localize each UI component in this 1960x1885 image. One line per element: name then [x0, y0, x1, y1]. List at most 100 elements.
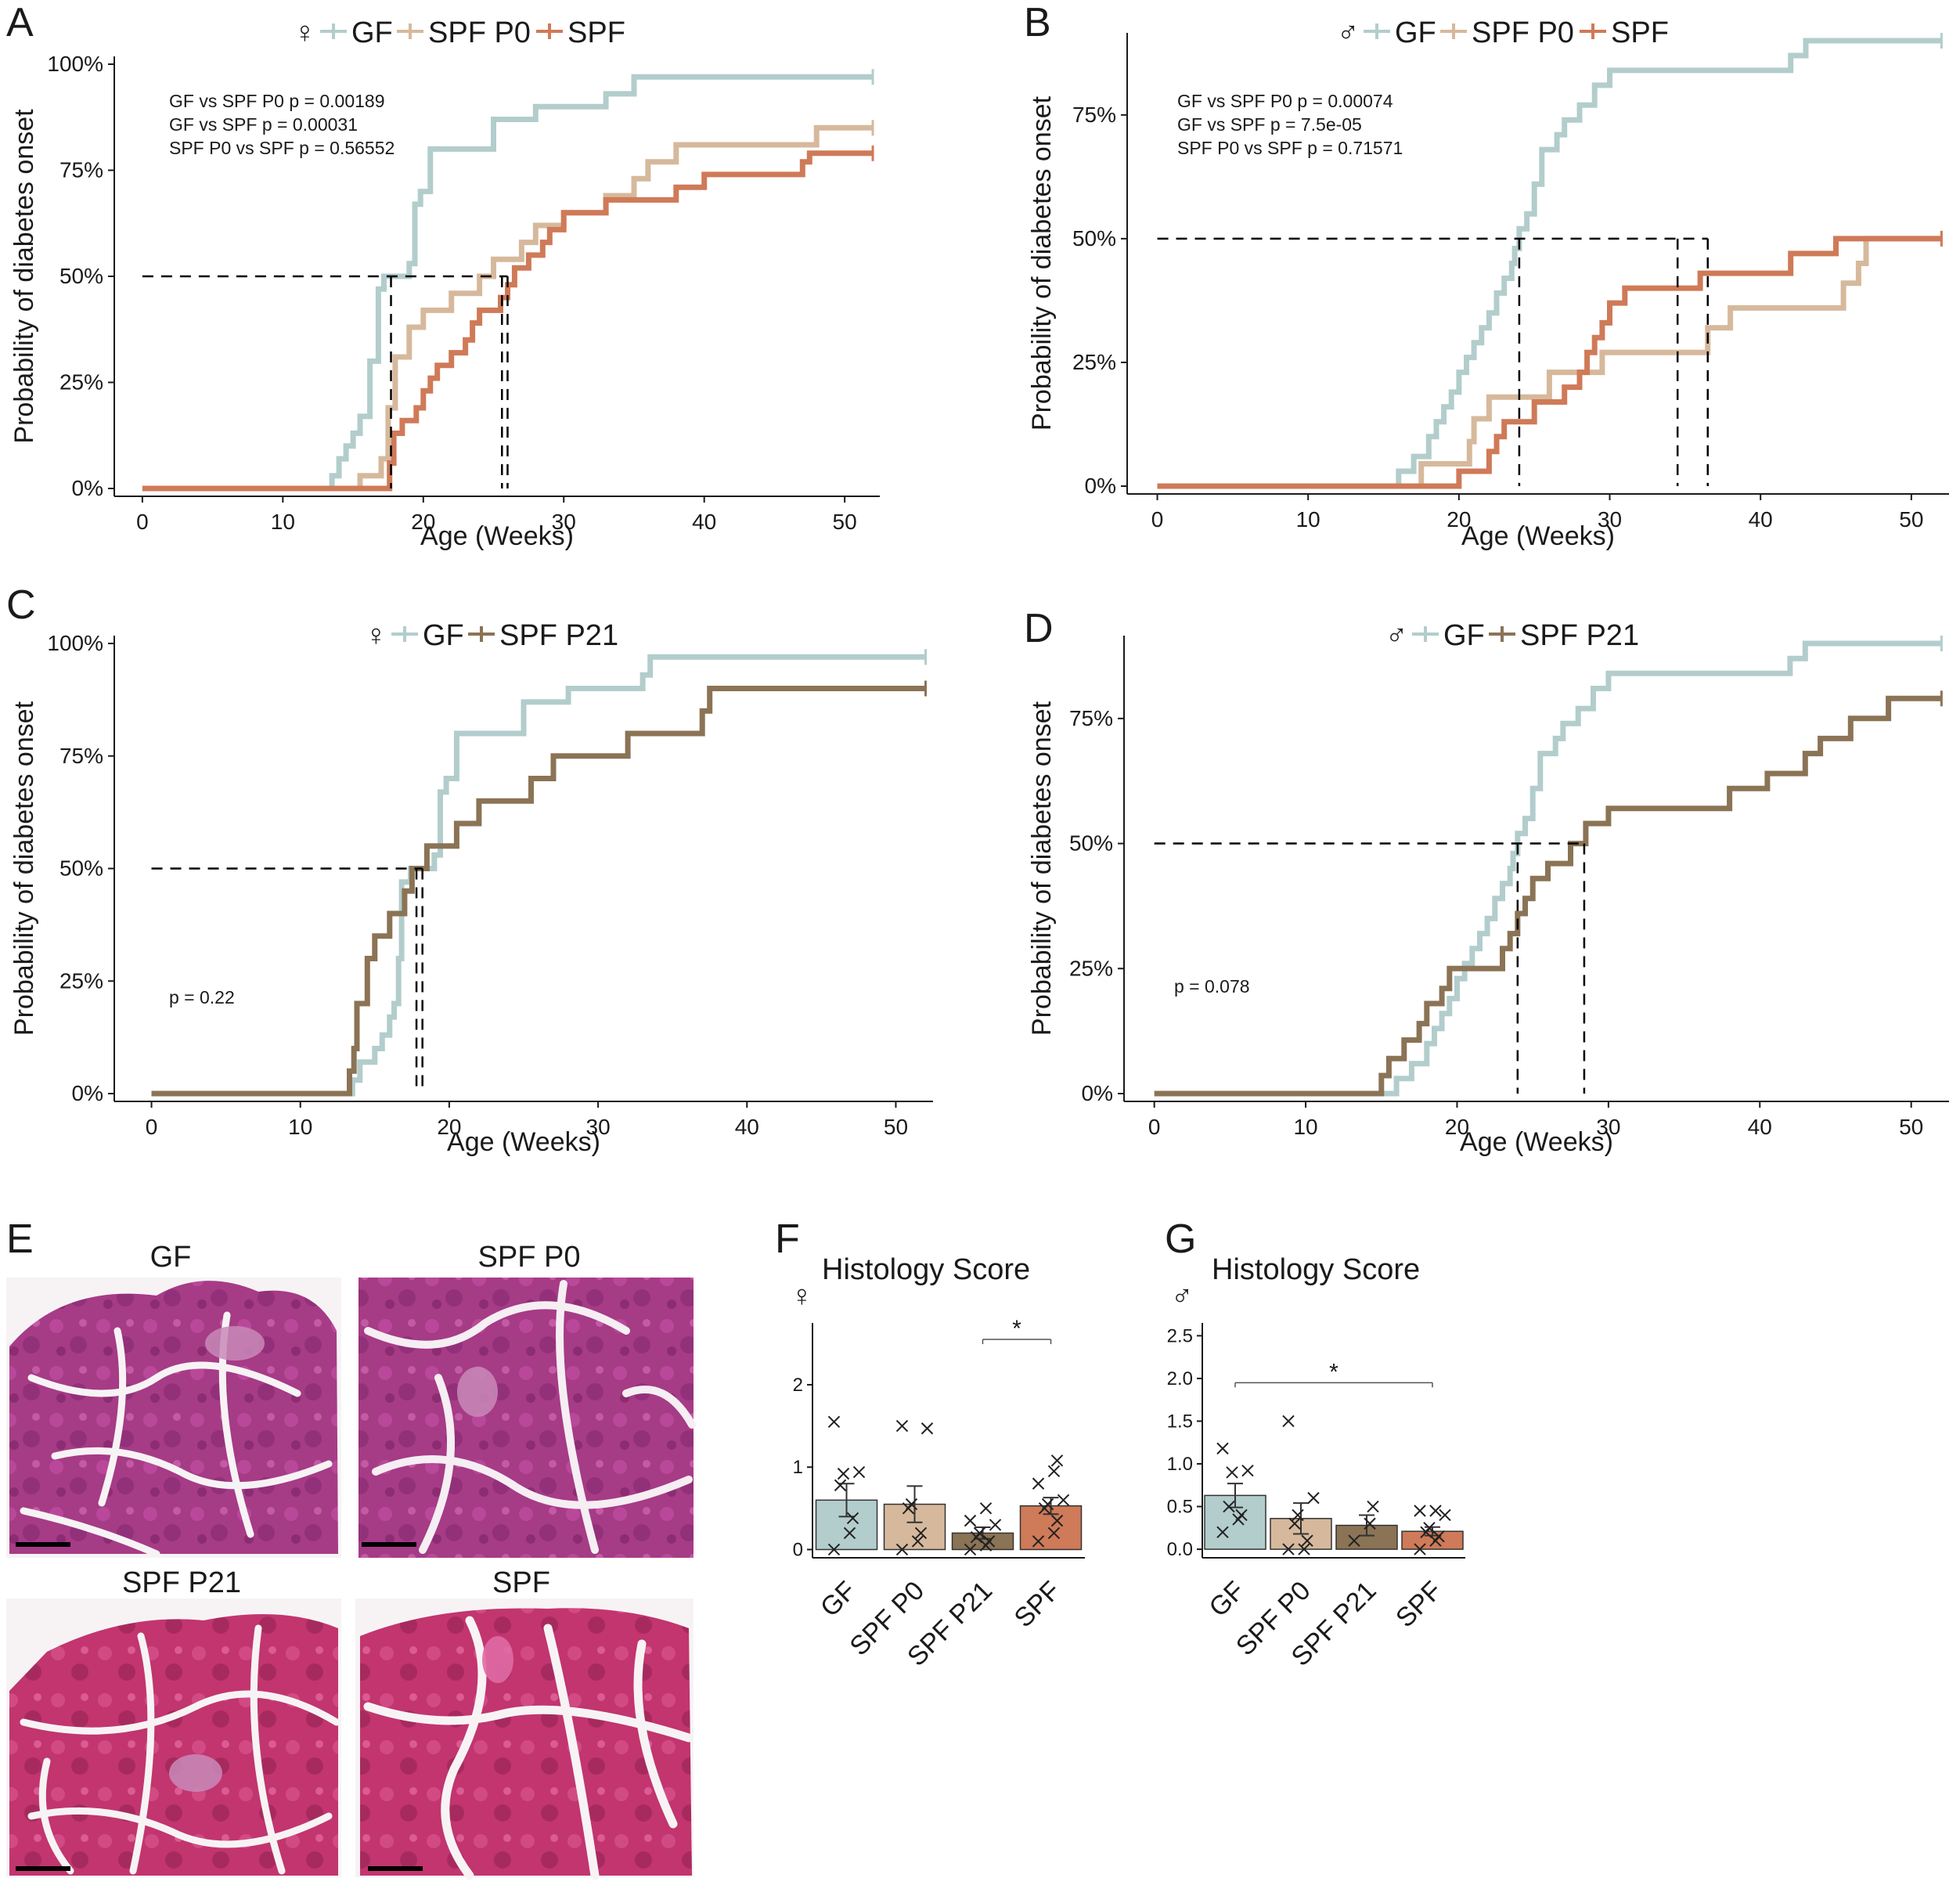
panel-label-a: A	[6, 0, 34, 45]
data-point	[895, 1419, 909, 1433]
data-point	[911, 1535, 924, 1548]
x-tick-label: 0	[1148, 1115, 1161, 1139]
data-point	[914, 1526, 928, 1540]
data-point	[1307, 1491, 1320, 1505]
title-g: Histology Score	[1212, 1253, 1420, 1286]
annotation-b: GF vs SPF P0 p = 0.00074 GF vs SPF p = 7…	[1177, 91, 1403, 158]
x-tick-label: 20	[1445, 1115, 1469, 1139]
y-tick-label: 75%	[59, 744, 103, 768]
title-f: Histology Score	[822, 1253, 1030, 1286]
data-point	[1057, 1494, 1070, 1507]
legend-label-gf: GF	[1395, 16, 1436, 49]
plot-d: 0% 25% 50% 75% 0 10 20 30 40 50 Age (Weeks) Probabi…	[1027, 636, 1949, 1157]
data-point	[1423, 1522, 1436, 1534]
data-point	[1414, 1505, 1426, 1517]
panel-c: C ♀ GF SPF P21 0% 25% 50% 75% 100% 0 10 20 30 40 50 A…	[6, 582, 933, 1157]
panel-label-f: F	[775, 1216, 800, 1262]
data-point	[1032, 1535, 1045, 1548]
image-title-spf-p0: SPF P0	[478, 1241, 581, 1274]
y-tick-label: 1.0	[1167, 1454, 1193, 1475]
x-tick-label-spf: SPF	[1009, 1576, 1067, 1634]
data-point	[1364, 1517, 1376, 1530]
sex-symbol-g: ♂	[1171, 1280, 1194, 1313]
panel-label-d: D	[1024, 606, 1054, 651]
x-tick-label-spf: SPF	[1390, 1576, 1448, 1634]
image-title-gf: GF	[150, 1241, 192, 1274]
legend-sex-symbol: ♂	[1385, 619, 1408, 652]
y-tick-label: 0.0	[1167, 1539, 1193, 1560]
plot-a: 0% 25% 50% 75% 100% 0 10 20 30 40 50 Age (Weeks) Pro…	[9, 52, 880, 551]
data-point	[905, 1498, 918, 1511]
y-tick-label: 0.5	[1167, 1497, 1193, 1518]
plot-c: 0% 25% 50% 75% 100% 0 10 20 30 40 50 Age (Weeks) Pro…	[9, 631, 933, 1157]
legend-sex-symbol: ♀	[294, 16, 316, 49]
annotation-b-2: GF vs SPF p = 7.5e-05	[1177, 114, 1362, 135]
bar-spf	[1019, 1505, 1083, 1551]
sex-symbol-f: ♀	[791, 1280, 813, 1313]
x-tick-label: 0	[136, 510, 149, 534]
legend-a: ♀ GF SPF P0 SPF	[294, 16, 625, 49]
panel-label-c: C	[6, 582, 36, 628]
data-point	[852, 1465, 866, 1479]
data-point	[1288, 1517, 1301, 1530]
y-axis-title: Probability of diabetes onset	[1027, 96, 1057, 431]
plot-b: 0% 25% 50% 75% 0 10 20 30 40 50 Age (Weeks) Probabi…	[1027, 33, 1949, 551]
y-axis-title: Probability of diabetes onset	[9, 701, 39, 1036]
y-tick-label: 75%	[59, 158, 103, 182]
x-tick-label: 30	[1596, 1115, 1620, 1139]
y-tick-label: 50%	[59, 264, 103, 288]
km-curve-spf-p0	[1157, 236, 1942, 489]
data-point	[827, 1415, 841, 1429]
data-point	[1216, 1442, 1229, 1455]
data-point	[921, 1422, 934, 1435]
y-tick-label: 100%	[47, 631, 103, 655]
data-point	[895, 1543, 909, 1556]
annotation-d: p = 0.078	[1174, 976, 1250, 997]
data-point	[1414, 1543, 1426, 1555]
legend-b: ♂ GF SPF P0 SPF	[1337, 16, 1669, 49]
x-tick-label: 10	[1296, 507, 1320, 532]
x-axis-title: Age (Weeks)	[1460, 1127, 1613, 1157]
x-tick-label: 40	[1749, 507, 1773, 532]
x-tick-label: 10	[288, 1115, 312, 1139]
y-tick-label: 2	[793, 1375, 803, 1396]
x-axis-title: Age (Weeks)	[447, 1127, 600, 1157]
y-tick-label: 2.0	[1167, 1368, 1193, 1389]
x-tick-label: 0	[1151, 507, 1164, 532]
data-point	[843, 1526, 856, 1540]
panel-label-b: B	[1024, 0, 1051, 45]
data-point	[1301, 1534, 1313, 1547]
panel-d: D ♂ GF SPF P21 0% 25% 50% 75% 0 10 20 30 40 50 Age (…	[1024, 606, 1949, 1157]
x-tick-label: 40	[692, 510, 716, 534]
data-point	[1223, 1500, 1235, 1513]
legend-label-spf: SPF	[1611, 16, 1669, 49]
x-tick-label: 10	[271, 510, 295, 534]
x-tick-label: 0	[146, 1115, 158, 1139]
data-point	[1047, 1526, 1061, 1540]
km-curve-spf	[142, 150, 873, 492]
y-tick-label: 50%	[1072, 226, 1116, 250]
data-point	[1047, 1465, 1061, 1478]
y-tick-label: 75%	[1072, 103, 1116, 127]
data-point	[1439, 1508, 1451, 1522]
annotation-b-1: GF vs SPF P0 p = 0.00074	[1177, 91, 1393, 111]
y-tick-label: 2.5	[1167, 1325, 1193, 1346]
y-tick-label: 0	[793, 1539, 803, 1560]
data-point	[1241, 1465, 1254, 1477]
x-tick-label: 40	[735, 1115, 759, 1139]
y-tick-label: 0%	[1085, 474, 1116, 498]
histology-image-spf	[355, 1598, 694, 1880]
data-point	[1429, 1505, 1442, 1517]
y-tick-label: 25%	[1072, 350, 1116, 374]
x-tick-label: 30	[586, 1115, 611, 1139]
annotation-b-3: SPF P0 vs SPF p = 0.71571	[1177, 138, 1403, 158]
legend-label-gf: GF	[1443, 619, 1485, 652]
data-point	[1050, 1514, 1064, 1527]
legend-d: ♂ GF SPF P21	[1385, 619, 1639, 652]
x-tick-label: 10	[1293, 1115, 1317, 1139]
panel-label-e: E	[6, 1216, 34, 1262]
